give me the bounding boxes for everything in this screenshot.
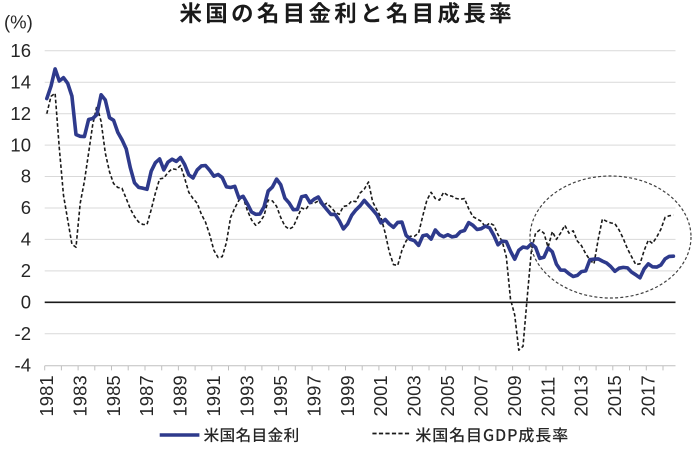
svg-text:1981: 1981 xyxy=(36,375,57,416)
svg-text:12: 12 xyxy=(10,103,31,124)
svg-text:2009: 2009 xyxy=(504,375,525,416)
svg-text:1987: 1987 xyxy=(136,375,157,416)
svg-text:1989: 1989 xyxy=(170,375,191,416)
svg-text:1993: 1993 xyxy=(237,375,258,416)
svg-text:2001: 2001 xyxy=(370,375,391,416)
svg-text:6: 6 xyxy=(21,197,31,218)
svg-text:1999: 1999 xyxy=(337,375,358,416)
svg-text:1985: 1985 xyxy=(103,375,124,416)
svg-text:1997: 1997 xyxy=(303,375,324,416)
svg-text:2015: 2015 xyxy=(604,375,625,416)
svg-text:-2: -2 xyxy=(15,323,31,344)
svg-text:16: 16 xyxy=(10,40,31,61)
svg-text:2005: 2005 xyxy=(437,375,458,416)
svg-text:2011: 2011 xyxy=(537,377,558,417)
svg-text:10: 10 xyxy=(10,134,31,155)
svg-text:1991: 1991 xyxy=(203,375,224,416)
svg-text:2: 2 xyxy=(21,260,31,281)
svg-text:2013: 2013 xyxy=(571,375,592,416)
svg-text:2007: 2007 xyxy=(470,375,491,416)
svg-text:-4: -4 xyxy=(15,354,31,375)
svg-text:8: 8 xyxy=(21,166,31,187)
svg-text:(%): (%) xyxy=(4,12,33,33)
svg-text:1983: 1983 xyxy=(69,375,90,416)
svg-text:14: 14 xyxy=(10,71,31,92)
svg-text:2017: 2017 xyxy=(638,375,659,416)
svg-text:1995: 1995 xyxy=(270,375,291,416)
svg-text:4: 4 xyxy=(21,229,31,250)
svg-text:2003: 2003 xyxy=(404,375,425,416)
svg-text:0: 0 xyxy=(21,292,31,313)
